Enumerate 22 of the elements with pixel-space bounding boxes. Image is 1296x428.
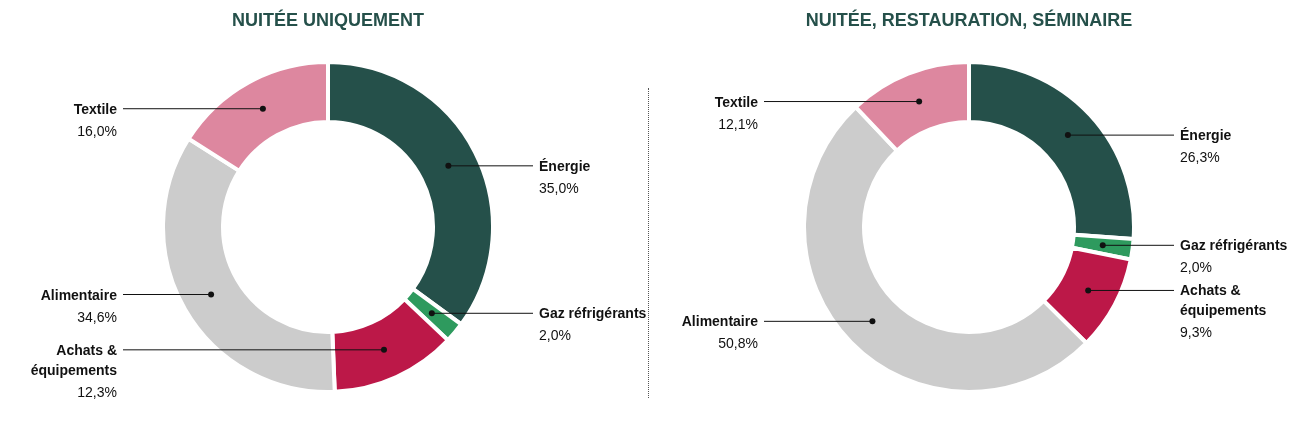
chart-title: NUITÉE UNIQUEMENT xyxy=(231,8,425,32)
slice-label: Achats & équipements xyxy=(1180,282,1267,319)
slice-label: Gaz réfrigérants xyxy=(1180,237,1288,254)
slice-label: Textile xyxy=(73,100,118,117)
slice-label: Alimentaire xyxy=(40,286,118,303)
data-label: 50,8% xyxy=(718,335,758,352)
slice-label: Achats & équipements xyxy=(30,341,118,378)
data-label: 2,0% xyxy=(1180,259,1212,276)
data-label: 26,3% xyxy=(1180,149,1220,166)
data-label: 16,0% xyxy=(77,122,117,139)
slice-label: Textile xyxy=(714,93,759,110)
data-label: 12,1% xyxy=(718,115,758,132)
slice-label: Énergie xyxy=(539,157,591,174)
data-label: 34,6% xyxy=(77,308,117,325)
data-label: 2,0% xyxy=(539,327,571,344)
chart-title: NUITÉE, RESTAURATION, SÉMINAIRE xyxy=(804,8,1134,32)
data-label: 9,3% xyxy=(1180,324,1212,341)
slice-label: Alimentaire xyxy=(681,313,759,330)
slice-label: Gaz réfrigérants xyxy=(539,305,647,322)
slice-label: Énergie xyxy=(1180,127,1232,144)
data-label: 12,3% xyxy=(77,383,117,400)
data-label: 35,0% xyxy=(539,179,579,196)
